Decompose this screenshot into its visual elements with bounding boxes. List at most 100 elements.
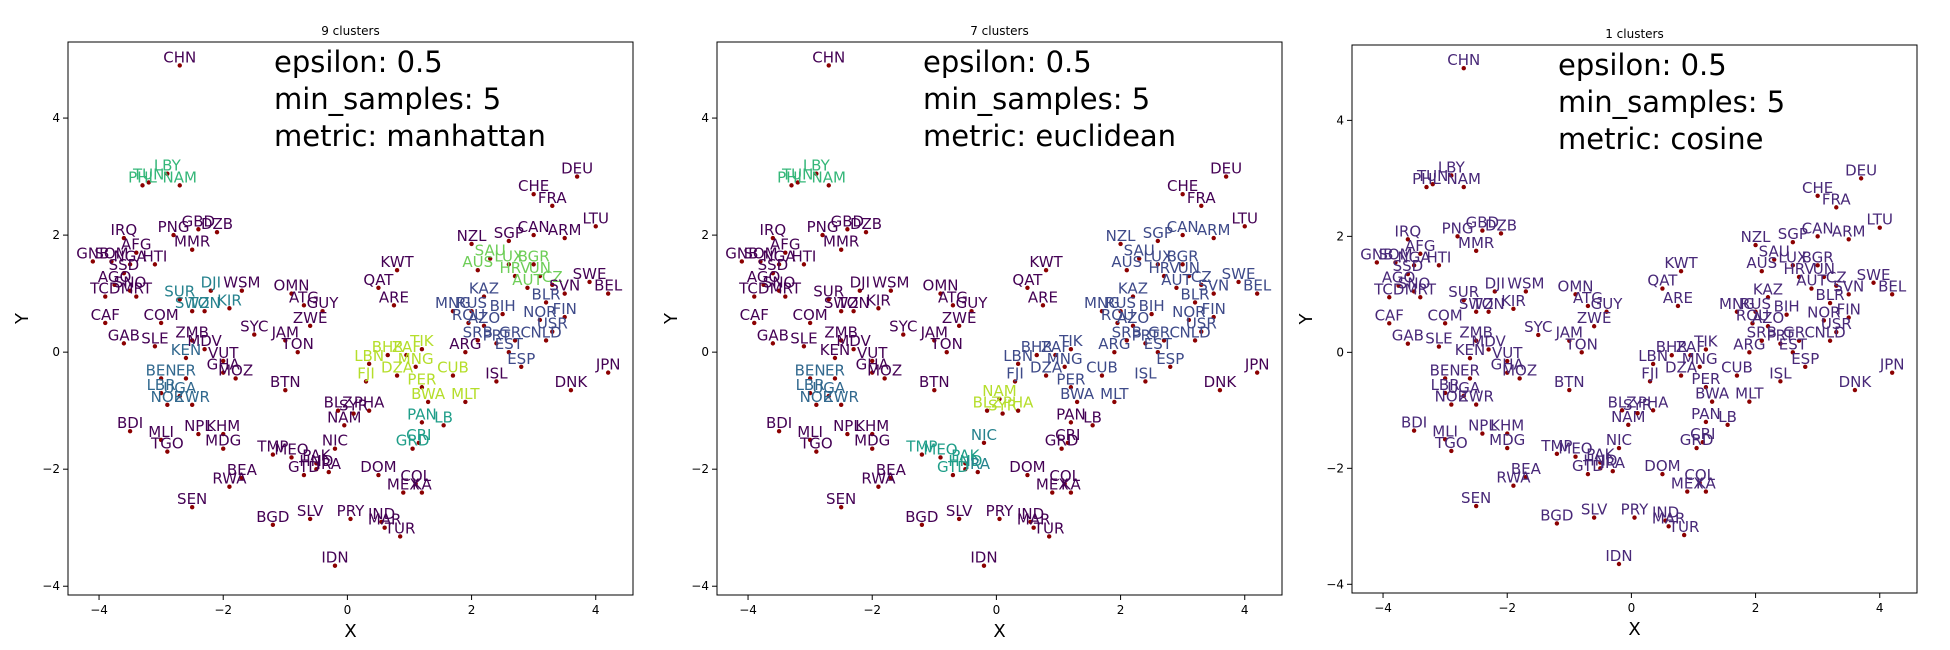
point-label: FJI xyxy=(1641,364,1658,382)
data-point xyxy=(882,376,887,381)
point-label: PNG xyxy=(158,218,190,236)
data-point xyxy=(307,516,313,522)
point-label: DZA xyxy=(1665,359,1698,377)
point-label: CZ xyxy=(542,268,563,286)
point-label: LUX xyxy=(1778,248,1807,266)
data-point xyxy=(1675,303,1681,309)
data-point xyxy=(500,311,505,317)
data-point xyxy=(1068,420,1074,425)
data-point xyxy=(1759,268,1764,274)
point-label: MDV xyxy=(1471,332,1506,350)
data-point xyxy=(158,376,164,381)
point-label: SVN xyxy=(549,277,580,295)
point-label: ISL xyxy=(1134,364,1157,382)
parameter-annotation: min_samples: 5 xyxy=(274,82,501,116)
point-label: FJI xyxy=(1006,364,1023,382)
point-label: PHA xyxy=(1003,394,1034,412)
data-point xyxy=(1449,402,1454,407)
data-point xyxy=(140,183,145,188)
point-label: AUS xyxy=(462,253,493,271)
x-tick-label: 4 xyxy=(1876,601,1884,615)
x-tick-label: 2 xyxy=(1752,601,1760,615)
point-label: ATG xyxy=(1573,289,1603,307)
data-point xyxy=(165,171,170,176)
data-point xyxy=(1461,297,1466,303)
data-point xyxy=(1180,262,1185,267)
point-label: KWT xyxy=(1664,254,1698,272)
data-point xyxy=(1012,379,1018,384)
data-point xyxy=(1619,408,1625,413)
data-point xyxy=(342,423,347,428)
x-axis-label: X xyxy=(993,621,1005,642)
data-point xyxy=(795,180,800,185)
point-label: ESP xyxy=(507,350,535,368)
point-label: NAM xyxy=(1447,170,1481,188)
data-point xyxy=(270,452,276,457)
point-label: MNG xyxy=(1084,294,1120,312)
data-point xyxy=(208,288,214,293)
point-label: ISL xyxy=(1769,364,1792,382)
data-point xyxy=(1771,257,1777,262)
data-point xyxy=(1616,561,1622,567)
data-point xyxy=(1461,184,1466,190)
data-point xyxy=(1790,263,1796,268)
data-point xyxy=(1396,283,1401,288)
data-point xyxy=(404,352,409,358)
data-point xyxy=(103,294,108,299)
point-label: CAN xyxy=(1802,219,1834,237)
data-point xyxy=(1467,376,1473,381)
point-label: SWZ xyxy=(175,294,210,312)
data-point xyxy=(851,347,856,352)
data-point xyxy=(876,484,881,489)
point-label: GBD xyxy=(182,212,215,230)
data-point xyxy=(1442,437,1448,442)
point-label: SGP xyxy=(494,224,524,242)
data-point xyxy=(366,408,372,413)
data-point xyxy=(1130,323,1136,329)
point-label: TON xyxy=(1471,295,1504,313)
point-label: GRD xyxy=(1680,431,1714,449)
data-point xyxy=(801,344,807,349)
point-label: PHA xyxy=(1638,393,1669,411)
point-label: MAR xyxy=(1017,511,1051,529)
point-label: SYC xyxy=(1524,318,1552,336)
point-label: NAM xyxy=(812,168,846,186)
data-point xyxy=(1858,176,1864,181)
point-label: IRA xyxy=(1601,454,1626,472)
point-label: COM xyxy=(1428,306,1463,324)
point-label: RUS xyxy=(1105,294,1136,312)
point-label: SYC xyxy=(889,318,917,336)
data-point xyxy=(1130,294,1136,299)
data-point xyxy=(1725,422,1730,428)
point-label: CUB xyxy=(1086,359,1118,377)
point-label: BDI xyxy=(766,414,792,432)
data-point xyxy=(870,370,875,375)
data-point xyxy=(969,308,974,314)
data-point xyxy=(550,203,555,209)
point-label: MEX xyxy=(1671,475,1704,493)
point-label: LUX xyxy=(494,247,523,265)
data-point xyxy=(289,291,294,296)
point-label: HTI xyxy=(791,247,816,265)
point-label: DNK xyxy=(555,373,589,391)
data-point xyxy=(1591,324,1597,329)
point-label: SWZ xyxy=(824,294,859,312)
point-label: SOM xyxy=(743,244,777,262)
point-label: KEN xyxy=(171,341,202,359)
data-point xyxy=(363,379,369,384)
data-point xyxy=(1155,262,1161,267)
point-label: RWA xyxy=(212,470,247,488)
data-point xyxy=(1759,338,1764,343)
data-point xyxy=(177,297,182,302)
point-label: SAU xyxy=(475,242,506,260)
point-label: BGR xyxy=(1167,247,1199,265)
point-label: LBY xyxy=(803,157,831,175)
chart-title: 7 clusters xyxy=(970,24,1029,38)
point-label: ZMB xyxy=(175,323,209,341)
data-point xyxy=(270,522,276,527)
data-point xyxy=(845,431,850,437)
data-point xyxy=(1480,431,1485,436)
data-point xyxy=(1610,469,1615,474)
point-label: PER xyxy=(1056,370,1085,388)
point-label: SNO xyxy=(1398,274,1431,292)
